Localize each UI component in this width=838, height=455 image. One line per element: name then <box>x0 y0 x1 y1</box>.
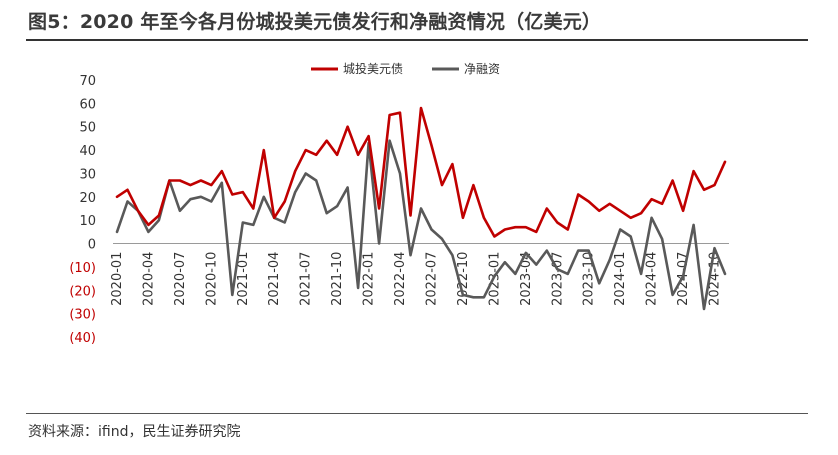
x-tick-label: 2023-04 <box>519 252 534 306</box>
x-tick-label: 2020-04 <box>141 252 156 306</box>
y-tick-label: 60 <box>79 97 96 112</box>
legend: 城投美元债 净融资 <box>311 61 500 76</box>
x-tick-label: 2021-01 <box>236 252 251 306</box>
y-tick-label: 30 <box>79 167 96 182</box>
series-line-net-financing <box>115 139 727 311</box>
x-tick-label: 2024-07 <box>676 252 691 306</box>
y-tick-label: 20 <box>79 191 96 206</box>
source-note: 资料来源：ifind，民生证券研究院 <box>28 424 241 440</box>
series-line-issuance <box>115 106 727 238</box>
y-tick-label: (20) <box>69 284 96 299</box>
y-tick-label: 40 <box>79 144 96 159</box>
page-title: 图5：2020 年至今各月份城投美元债发行和净融资情况（亿美元） <box>28 11 602 33</box>
x-tick-label: 2021-07 <box>299 252 314 306</box>
legend-label-issuance: 城投美元债 <box>343 61 403 76</box>
x-tick-label: 2022-01 <box>362 252 377 306</box>
x-tick-label: 2021-04 <box>267 252 282 306</box>
x-tick-label: 2023-01 <box>487 252 502 306</box>
y-tick-label: (30) <box>69 308 96 323</box>
y-axis: 70 60 50 40 30 20 10 0 (10) (20) (30) (40) <box>69 74 96 346</box>
y-tick-label: 70 <box>79 74 96 89</box>
x-tick-label: 2020-10 <box>204 252 219 306</box>
title-rule <box>26 39 808 41</box>
y-tick-label: 10 <box>79 214 96 229</box>
source-rule <box>26 413 808 414</box>
y-tick-label: 0 <box>88 238 96 253</box>
x-tick-label: 2022-04 <box>393 252 408 306</box>
x-tick-label: 2023-10 <box>582 252 597 306</box>
x-tick-label: 2022-10 <box>456 252 471 306</box>
y-tick-label: (10) <box>69 261 96 276</box>
x-tick-label: 2021-10 <box>330 252 345 306</box>
y-tick-label: 50 <box>79 121 96 136</box>
x-tick-label: 2024-04 <box>645 252 660 306</box>
legend-label-net-financing: 净融资 <box>464 62 500 76</box>
series-layer <box>115 106 727 311</box>
x-tick-label: 2024-01 <box>613 252 628 306</box>
x-tick-label: 2020-01 <box>110 252 125 306</box>
x-tick-label: 2020-07 <box>173 252 188 306</box>
x-tick-label: 2022-07 <box>424 252 439 306</box>
y-tick-label: (40) <box>69 331 96 346</box>
x-axis: 2020-01 2020-04 2020-07 2020-10 2021-01 2021-… <box>110 243 729 306</box>
